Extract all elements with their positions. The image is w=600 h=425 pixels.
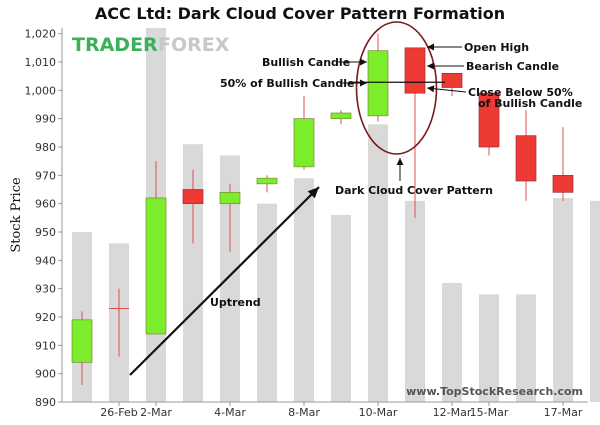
x-tick-label: 8-Mar [288, 406, 320, 419]
x-tick-label: 17-Mar [544, 406, 583, 419]
axes: 890 900 910 920 930 940 950 960 970 980 990 1,000 1,… [25, 28, 588, 419]
uptrend-label: Uptrend [210, 296, 261, 309]
y-tick-label: 910 [35, 339, 56, 352]
arrow-head [307, 187, 319, 199]
candle-body [367, 50, 389, 117]
candle-body [515, 135, 537, 182]
bearish-candle [478, 92, 500, 156]
candle-body [182, 189, 204, 205]
bearish-candle-label: Bearish Candle [466, 60, 559, 73]
x-tick-label: 10-Mar [359, 406, 398, 419]
dark-cloud-label: Dark Cloud Cover Pattern [335, 184, 493, 197]
y-tick-label: 980 [35, 141, 56, 154]
bearish-candle [552, 127, 574, 201]
y-tick-label: 900 [35, 368, 56, 381]
candle-body [256, 177, 278, 185]
arrow-head [427, 43, 434, 51]
bullish-candle [109, 288, 129, 357]
y-tick-label: 950 [35, 226, 56, 239]
bearish-candle [182, 169, 204, 244]
arrow-head [360, 58, 367, 66]
trader-forex-logo: TRADER FOREX [72, 34, 230, 56]
y-tick-label: 1,020 [25, 28, 57, 41]
bullish-candle [219, 183, 241, 252]
uptrend-arrow [129, 186, 320, 376]
close-below-label-2: of Bullish Candle [478, 97, 582, 110]
fifty-percent-arrow [340, 79, 367, 87]
bullish-candle [293, 96, 315, 170]
y-axis-label: Stock Price [9, 177, 24, 253]
volume-bar [516, 294, 536, 402]
bullish-candle [145, 161, 167, 335]
pattern-ellipse [355, 21, 438, 155]
y-tick-label: 1,000 [25, 84, 57, 97]
logo-forex: FOREX [158, 34, 230, 56]
fifty-percent-label: 50% of Bullish Candle [220, 77, 355, 90]
watermark: www.TopStockResearch.com [406, 385, 583, 398]
volume-bar [257, 203, 277, 402]
candle-body [145, 197, 167, 335]
arrow-line [129, 186, 320, 376]
candle-body [71, 319, 93, 363]
y-tick-label: 920 [35, 311, 56, 324]
bullish-arrow [338, 58, 367, 66]
volume-bar [479, 294, 499, 402]
logo-trader: TRADER [72, 34, 158, 56]
volume-bar [220, 155, 240, 402]
volume-bar [294, 178, 314, 402]
volume-bar [553, 198, 573, 402]
volume-bar [590, 200, 600, 402]
candle-body [552, 174, 574, 193]
y-tick-label: 940 [35, 254, 56, 267]
open-high-label: Open High [464, 41, 529, 54]
x-tick-label: 26-Feb [100, 406, 137, 419]
close-below-arrow [426, 85, 467, 93]
dark-cloud-arrow [396, 158, 404, 181]
arrow-head [360, 79, 367, 87]
bullish-candle [367, 33, 389, 122]
arrow-head [427, 62, 434, 70]
arrow-head [427, 85, 435, 93]
volume-bar [368, 124, 388, 402]
candle-body [441, 72, 463, 88]
candle-body [293, 118, 315, 168]
y-tick-label: 890 [35, 396, 56, 409]
bullish-candle [330, 110, 352, 125]
bearish-candle [515, 110, 537, 201]
x-tick-label: 15-Mar [470, 406, 509, 419]
bullish-candle-label: Bullish Candle [262, 56, 350, 69]
volume-bars [72, 28, 600, 402]
x-tick-label: 2-Mar [140, 406, 172, 419]
y-tick-label: 960 [35, 198, 56, 211]
y-tick-label: 930 [35, 283, 56, 296]
volume-bar [405, 200, 425, 402]
close-below-label-1: Close Below 50% [468, 86, 573, 99]
open-high-arrow [427, 43, 462, 51]
x-tick-label: 12-Mar [433, 406, 472, 419]
arrow-head [396, 158, 404, 165]
y-tick-label: 990 [35, 113, 56, 126]
bearish-arrow [427, 62, 464, 70]
y-tick-label: 1,010 [25, 56, 57, 69]
x-tick-label: 4-Mar [214, 406, 246, 419]
volume-bar [331, 215, 351, 402]
bearish-candle [441, 72, 463, 96]
candle-body [404, 47, 426, 94]
candle-body [219, 191, 241, 205]
volume-bar [442, 283, 462, 402]
annotations: Bullish Candle 50% of Bullish Candle Open … [129, 21, 582, 376]
candles [71, 33, 574, 385]
volume-bar [183, 144, 203, 402]
candle-body [330, 112, 352, 120]
y-tick-label: 970 [35, 169, 56, 182]
bullish-candle [256, 175, 278, 193]
chart-title: ACC Ltd: Dark Cloud Cover Pattern Format… [95, 4, 505, 23]
candle-body [478, 92, 500, 148]
bullish-candle [71, 311, 93, 385]
